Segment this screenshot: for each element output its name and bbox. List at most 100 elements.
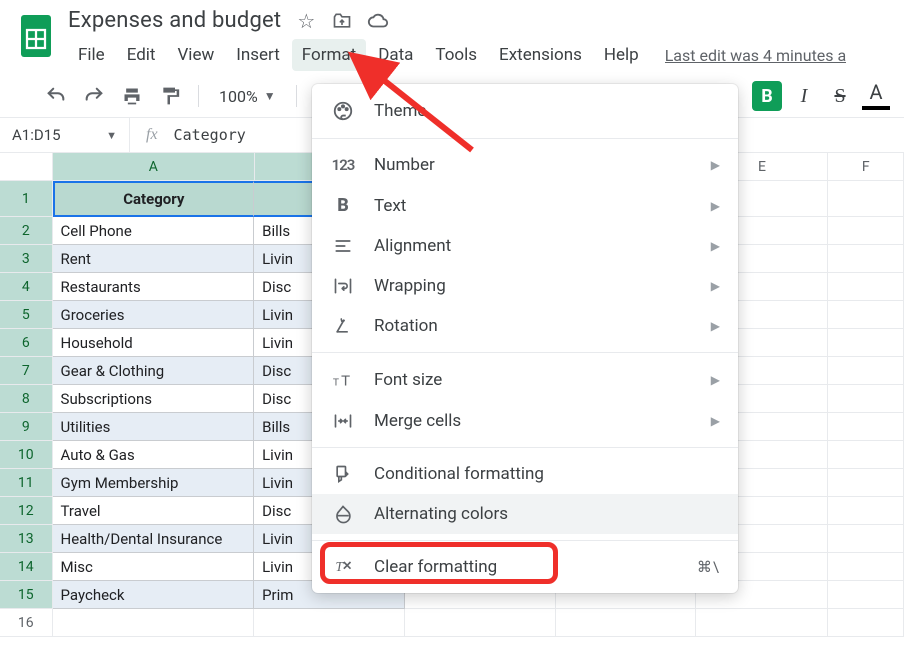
menu-edit[interactable]: Edit <box>117 39 166 71</box>
strikethrough-button[interactable]: S <box>826 82 854 110</box>
cell[interactable]: Travel <box>53 497 255 525</box>
document-title[interactable]: Expenses and budget <box>68 8 281 33</box>
grid-corner[interactable] <box>0 153 53 181</box>
app-header: Expenses and budget ☆ File Edit View Ins… <box>0 0 904 71</box>
svg-text:T: T <box>333 378 339 389</box>
menu-insert[interactable]: Insert <box>226 39 290 71</box>
menu-item-label: Merge cells <box>374 411 693 431</box>
menu-item-rotation[interactable]: Rotation▶ <box>312 306 738 346</box>
menu-extensions[interactable]: Extensions <box>489 39 592 71</box>
cell[interactable] <box>828 469 904 497</box>
cell[interactable] <box>828 413 904 441</box>
cell[interactable] <box>254 609 405 637</box>
cell[interactable]: Paycheck <box>53 581 255 609</box>
print-button[interactable] <box>118 82 146 110</box>
menu-item-clear formatting[interactable]: TClear formatting⌘\ <box>312 547 738 587</box>
column-header[interactable]: F <box>828 153 904 181</box>
bold-button[interactable]: B <box>752 81 782 111</box>
cell[interactable] <box>828 525 904 553</box>
row-header[interactable]: 12 <box>0 497 53 525</box>
star-icon[interactable]: ☆ <box>295 10 317 32</box>
cloud-status-icon[interactable] <box>367 10 389 32</box>
menu-item-theme[interactable]: Theme <box>312 90 738 132</box>
undo-button[interactable] <box>42 82 70 110</box>
row-header[interactable]: 1 <box>0 181 53 217</box>
cell[interactable] <box>696 609 828 637</box>
menu-data[interactable]: Data <box>368 39 423 71</box>
row-header[interactable]: 15 <box>0 581 53 609</box>
cell[interactable]: Misc <box>53 553 255 581</box>
row-header[interactable]: 4 <box>0 273 53 301</box>
cell[interactable]: Rent <box>53 245 255 273</box>
cell[interactable] <box>405 609 556 637</box>
menu-item-label: Theme <box>374 101 720 121</box>
fx-label: fx <box>130 126 174 144</box>
menu-item-alignment[interactable]: Alignment▶ <box>312 226 738 266</box>
move-icon[interactable] <box>331 10 353 32</box>
italic-button[interactable]: I <box>790 82 818 110</box>
fx-value[interactable]: Category <box>174 126 246 144</box>
cell[interactable] <box>828 245 904 273</box>
menu-item-alternating colors[interactable]: Alternating colors <box>312 494 738 534</box>
menu-view[interactable]: View <box>167 39 224 71</box>
menu-item-label: Alternating colors <box>374 504 720 524</box>
cell[interactable]: Gym Membership <box>53 469 255 497</box>
cell[interactable]: Auto & Gas <box>53 441 255 469</box>
row-header[interactable]: 2 <box>0 217 53 245</box>
cell[interactable] <box>828 385 904 413</box>
cell[interactable] <box>828 181 904 217</box>
row-header[interactable]: 3 <box>0 245 53 273</box>
zoom-selector[interactable]: 100% ▼ <box>213 87 282 106</box>
cell[interactable] <box>828 441 904 469</box>
text-color-button[interactable]: A <box>862 82 890 110</box>
row-header[interactable]: 16 <box>0 609 53 637</box>
cell[interactable] <box>556 609 696 637</box>
name-box[interactable]: A1:D15 ▼ <box>0 118 130 152</box>
cell[interactable]: Gear & Clothing <box>53 357 255 385</box>
row-header[interactable]: 10 <box>0 441 53 469</box>
menu-item-wrapping[interactable]: Wrapping▶ <box>312 266 738 306</box>
row-header[interactable]: 6 <box>0 329 53 357</box>
cell[interactable] <box>828 553 904 581</box>
menu-item-number[interactable]: 123Number▶ <box>312 145 738 185</box>
menu-item-label: Text <box>374 196 693 216</box>
menu-tools[interactable]: Tools <box>425 39 487 71</box>
cell[interactable] <box>828 329 904 357</box>
cell[interactable]: Groceries <box>53 301 255 329</box>
cell[interactable] <box>828 357 904 385</box>
menu-item-label: Conditional formatting <box>374 464 720 484</box>
menu-item-conditional formatting[interactable]: Conditional formatting <box>312 454 738 494</box>
menu-item-text[interactable]: BText▶ <box>312 185 738 226</box>
row-header[interactable]: 7 <box>0 357 53 385</box>
menu-item-font size[interactable]: TTFont size▶ <box>312 359 738 401</box>
cell[interactable] <box>53 609 255 637</box>
row-header[interactable]: 9 <box>0 413 53 441</box>
cell[interactable]: Subscriptions <box>53 385 255 413</box>
row-header[interactable]: 14 <box>0 553 53 581</box>
cell[interactable] <box>828 273 904 301</box>
cell[interactable]: Household <box>53 329 255 357</box>
menu-item-merge cells[interactable]: Merge cells▶ <box>312 401 738 441</box>
redo-button[interactable] <box>80 82 108 110</box>
cell[interactable] <box>828 581 904 609</box>
cell[interactable] <box>828 497 904 525</box>
menu-format[interactable]: Format <box>292 39 366 71</box>
cell[interactable] <box>828 217 904 245</box>
menu-file[interactable]: File <box>68 39 115 71</box>
cell[interactable]: Restaurants <box>53 273 255 301</box>
paint-format-button[interactable] <box>156 82 184 110</box>
row-header[interactable]: 5 <box>0 301 53 329</box>
menu-help[interactable]: Help <box>594 39 649 71</box>
cond-icon <box>330 464 356 484</box>
last-edit-link[interactable]: Last edit was 4 minutes a <box>665 46 847 65</box>
row-header[interactable]: 13 <box>0 525 53 553</box>
column-header[interactable]: A <box>53 153 255 181</box>
cell[interactable]: Utilities <box>53 413 255 441</box>
cell-header[interactable]: Category <box>53 181 255 217</box>
cell[interactable] <box>828 301 904 329</box>
cell[interactable] <box>828 609 904 637</box>
row-header[interactable]: 11 <box>0 469 53 497</box>
cell[interactable]: Health/Dental Insurance <box>53 525 255 553</box>
row-header[interactable]: 8 <box>0 385 53 413</box>
cell[interactable]: Cell Phone <box>53 217 255 245</box>
